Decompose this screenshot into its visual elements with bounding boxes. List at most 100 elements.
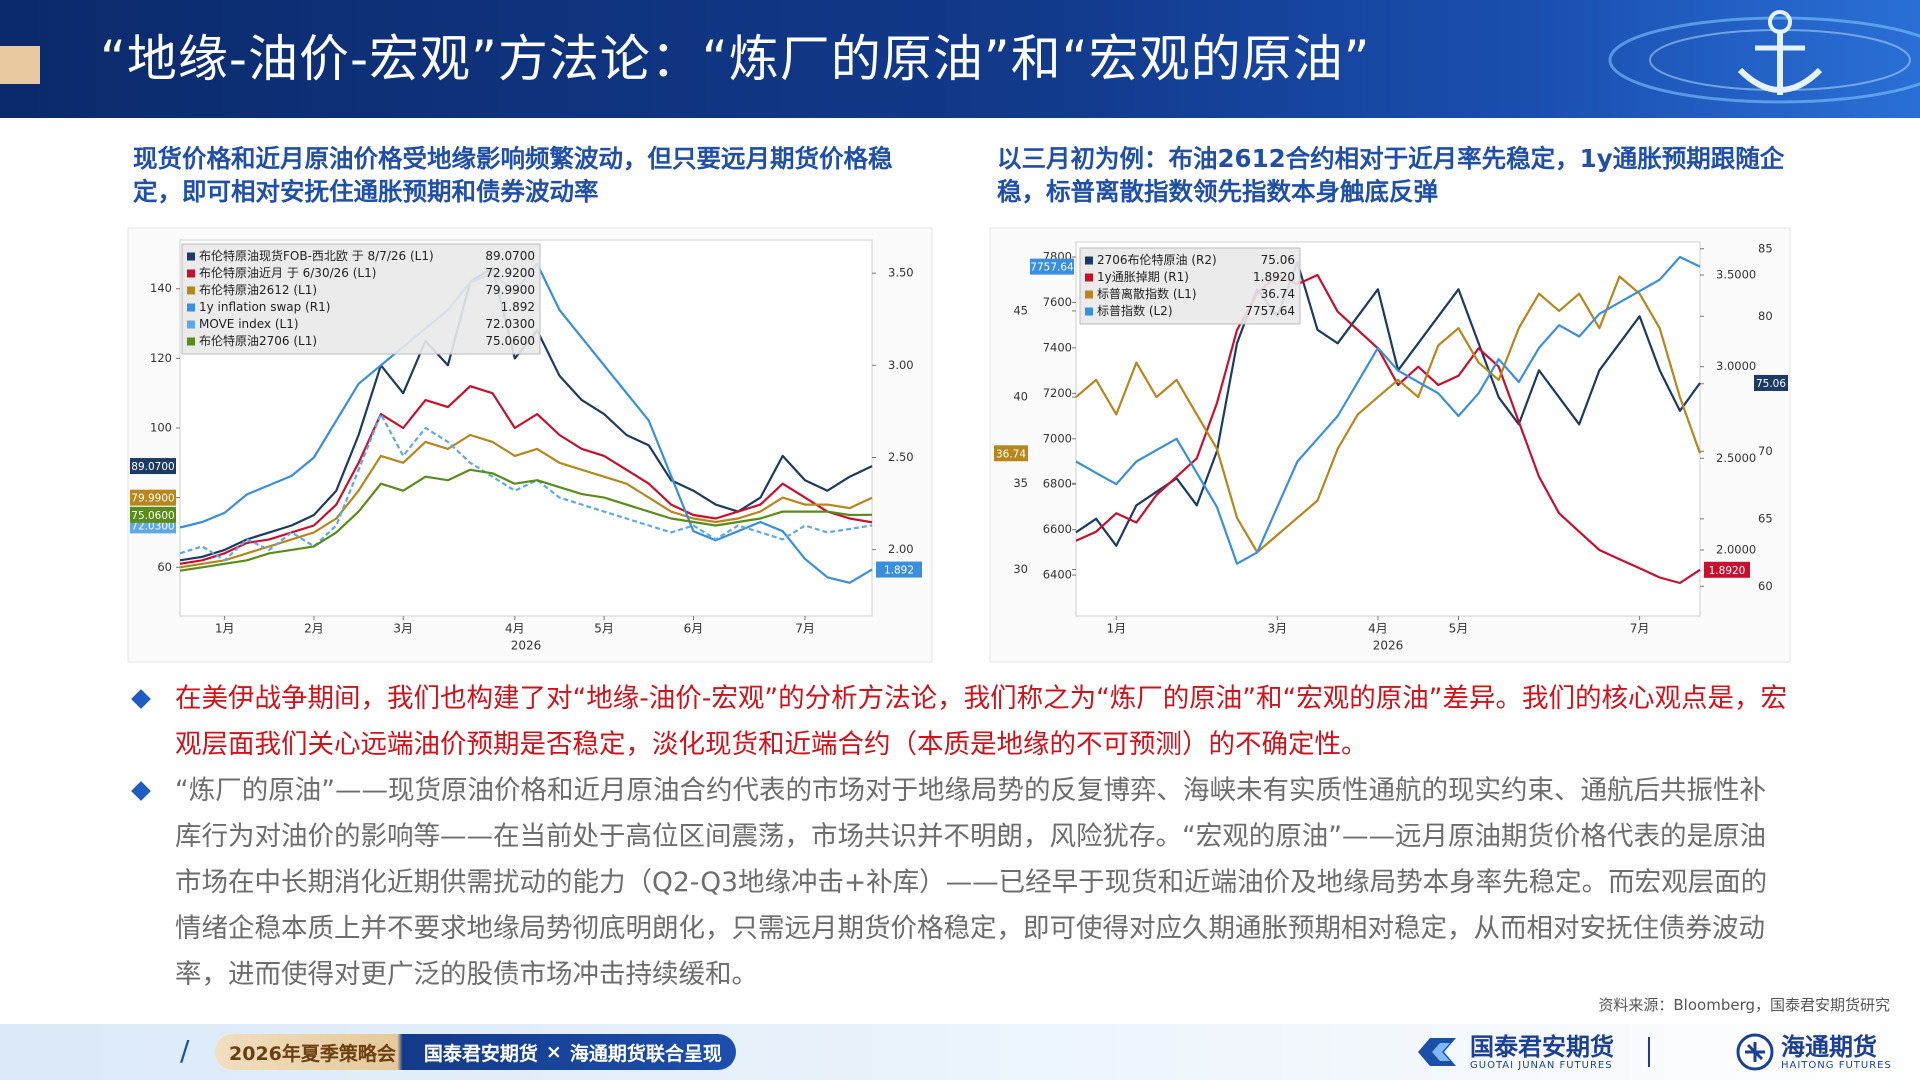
header-band [0,0,1920,118]
value-tag [130,489,176,506]
joiner: × [545,1041,562,1063]
bullet-list: 在美伊战争期间，我们也构建了对“地缘-油价-宏观”的分析方法论，我们称之为“炼厂… [130,676,1790,998]
y-tick-label: 2.5000 [1716,451,1756,465]
logo: 国泰君安期货 GUOTAI JUNAN FUTURES [1412,1032,1650,1072]
legend-label: 2706布伦特原油 (R2) [1097,252,1217,267]
value-tag-label: 72.0300 [131,520,174,532]
y-tick-label: 2.00 [888,542,914,556]
y-tick-label: 30 [1013,562,1028,576]
x-tick-label: 5月 [594,622,614,636]
legend-value: 1.892 [501,300,535,314]
value-tag [876,561,922,578]
x-tick-label: 6月 [684,622,704,636]
slide-title: “地缘-油价-宏观”方法论：“炼厂的原油”和“宏观的原油” [100,30,1371,88]
legend-label: 1y inflation swap (R1) [199,300,330,314]
source-note: 资料来源：Bloomberg，国泰君安期货研究 [1598,996,1890,1014]
org-name: 海通期货联合呈现 [569,1042,722,1065]
legend-swatch [187,269,195,278]
series-line [179,385,873,565]
legend-value: 7757.64 [1245,304,1295,318]
bullet: “炼厂的原油”——现货原油价格和近月原油合约代表的市场对于地缘局势的反复博弈、海… [130,768,1790,998]
y-tick-label: 7000 [1043,431,1072,445]
x-tick-label: 4月 [505,622,525,636]
legend-box [181,243,541,355]
logo-text: 海通期货 [1781,1032,1877,1061]
y-tick-label: 100 [150,421,172,435]
y-tick-label: 7600 [1043,295,1072,309]
value-tag-label: 36.74 [996,448,1026,460]
logo-subtext: GUOTAI JUNAN FUTURES [1470,1059,1613,1071]
x-tick-label: 1月 [1106,622,1126,636]
x-tick-label: 7月 [1630,622,1650,636]
chart-subtitle: 以三月初为例：布油2612合约相对于近月率先稳定，1y通胀预期跟随企稳，标普离散… [997,144,1785,206]
y-tick-label: 120 [150,351,172,365]
legend-label: 布伦特原油近月 于 6/30/26 (L1) [199,265,376,280]
y-tick-label: 60 [1758,579,1773,593]
y-tick-label: 6800 [1043,477,1072,491]
value-tag [1754,374,1788,391]
value-tag-label: 1.8920 [1709,565,1746,577]
series-line [179,433,873,569]
legend-swatch [1085,256,1093,265]
x-tick-label: 4月 [1368,622,1388,636]
bullet: 在美伊战争期间，我们也构建了对“地缘-油价-宏观”的分析方法论，我们称之为“炼厂… [130,676,1790,768]
value-tag [130,506,176,523]
y-tick-label: 7400 [1043,340,1072,354]
logo-text: 国泰君安期货 [1470,1032,1614,1061]
y-tick-label: 2.50 [888,450,914,464]
legend-label: 布伦特原油2612 (L1) [199,282,317,297]
legend-value: 75.0600 [485,334,535,348]
y-tick-label: 70 [1758,444,1773,458]
y-tick-label: 3.50 [888,266,914,280]
value-tag-label: 79.9900 [131,493,174,505]
legend-swatch [187,320,195,329]
value-tag-label: 75.0600 [131,510,174,522]
legend-swatch [1085,307,1093,316]
legend-value: 79.9900 [485,283,535,297]
legend-swatch [1085,290,1093,299]
org-name: 国泰君安期货 [423,1042,538,1065]
series-line [1075,261,1701,547]
legend-value: 72.9200 [485,266,535,280]
legend-value: 89.0700 [485,249,535,263]
y-tick-label: 7200 [1043,386,1072,400]
logo-icon [1418,1038,1456,1066]
y-tick-label: 6600 [1043,522,1072,536]
legend-label: 标普离散指数 (L1) [1097,286,1197,301]
series-line [1075,273,1701,585]
value-tag [1030,258,1074,275]
y-tick-label: 85 [1758,241,1773,255]
legend-swatch [187,252,195,261]
y-tick-label: 35 [1013,476,1028,490]
y-tick-label: 140 [150,281,172,295]
x-axis-label: 2026 [1373,639,1404,653]
x-tick-label: 3月 [1267,622,1287,636]
series-line [1075,255,1701,565]
y-tick-label: 60 [157,560,172,574]
x-axis-label: 2026 [511,639,542,653]
x-tick-label: 3月 [393,622,413,636]
value-tag [1704,561,1750,578]
logo-icon [1736,1033,1774,1071]
logo-subtext: HAITONG FUTURES [1781,1059,1892,1071]
legend-label: 布伦特原油现货FOB-西北欧 于 8/7/26 (L1) [199,248,434,263]
legend-value: 75.06 [1261,253,1295,267]
x-tick-label: 1月 [215,622,235,636]
value-tag-label: 7757.64 [1030,262,1074,274]
y-tick-label: 65 [1758,511,1773,525]
y-tick-label: 3.5000 [1716,268,1756,282]
legend-value: 72.0300 [485,317,535,331]
series-line [179,413,873,562]
legend-value: 36.74 [1261,287,1295,301]
legend-label: 布伦特原油2706 (L1) [199,333,317,348]
y-tick-label: 80 [1758,309,1773,323]
y-tick-label: 40 [1013,390,1028,404]
series-line [179,468,873,572]
y-tick-label: 3.0000 [1716,359,1756,373]
chart-subtitle: 现货价格和近月原油价格受地缘影响频繁波动，但只要远月期货价格稳定，即可相对安抚住… [133,144,893,206]
event-name: 2026年夏季策略会 [229,1042,396,1065]
legend-label: MOVE index (L1) [199,317,299,331]
header-marker [0,46,40,84]
